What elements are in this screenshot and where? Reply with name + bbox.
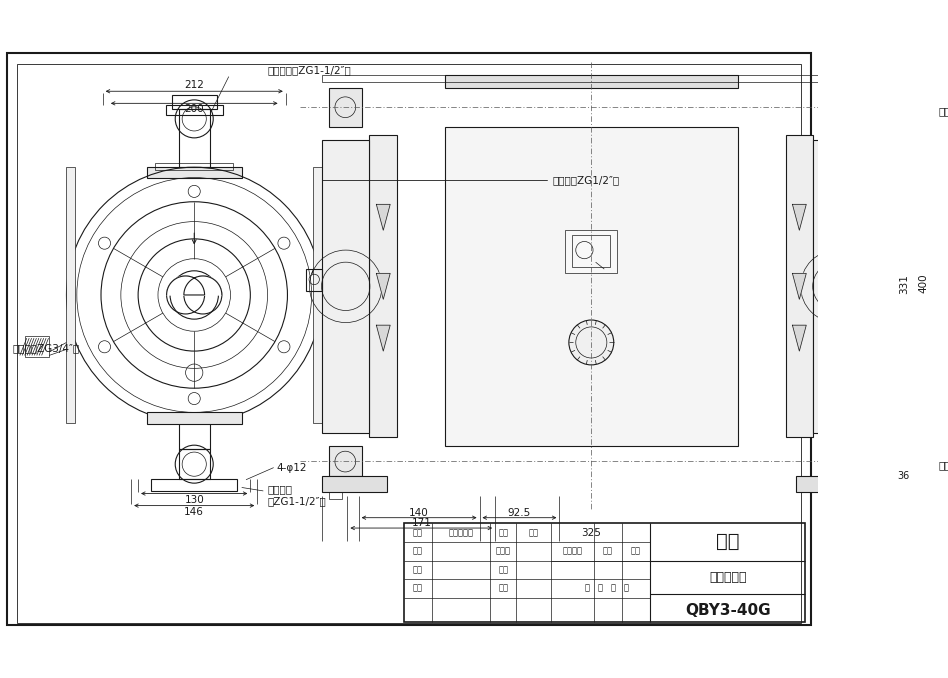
Polygon shape: [376, 273, 391, 299]
Text: 92.5: 92.5: [508, 508, 531, 517]
Text: 签字: 签字: [499, 528, 508, 537]
Bar: [172, 95, 217, 108]
Text: 130: 130: [184, 494, 204, 504]
Bar: [821, 446, 854, 476]
Text: 物料出口（ZG1-1/2″）: 物料出口（ZG1-1/2″）: [267, 66, 352, 75]
Polygon shape: [793, 273, 806, 299]
Text: 页: 页: [624, 583, 629, 592]
Bar: [178, 423, 210, 449]
Bar: [445, 127, 738, 446]
Text: 146: 146: [184, 506, 204, 517]
Text: 比例: 比例: [630, 547, 641, 556]
Bar: [796, 476, 861, 492]
Text: 安装尺寸图: 安装尺寸图: [709, 571, 746, 584]
Bar: [786, 136, 813, 437]
Text: 325: 325: [581, 528, 601, 538]
Text: 标记: 标记: [412, 528, 423, 537]
Bar: [322, 75, 861, 82]
Bar: [322, 476, 387, 492]
Text: 日期: 日期: [499, 583, 508, 592]
Text: 工艺: 工艺: [412, 583, 423, 592]
Bar: [155, 163, 233, 170]
Bar: [147, 412, 242, 424]
Bar: [306, 269, 322, 291]
Text: 36: 36: [897, 471, 909, 481]
Text: 铸铁: 铸铁: [716, 532, 739, 551]
Bar: [25, 336, 49, 357]
Polygon shape: [376, 325, 391, 351]
Text: 审核: 审核: [412, 565, 423, 574]
Bar: [166, 105, 223, 115]
Text: 200: 200: [185, 104, 204, 115]
Bar: [151, 479, 237, 491]
Bar: [404, 523, 806, 622]
Text: 4-φ12: 4-φ12: [276, 462, 307, 473]
Text: 进气口（ZG1/2″）: 进气口（ZG1/2″）: [322, 175, 620, 277]
Text: QBY3-40G: QBY3-40G: [684, 603, 771, 618]
Text: （出口）: （出口）: [939, 106, 948, 117]
Bar: [322, 140, 370, 433]
Bar: [147, 167, 242, 178]
Text: 331: 331: [900, 274, 909, 294]
Text: 400: 400: [919, 273, 928, 293]
Bar: [178, 108, 210, 167]
Text: 第: 第: [611, 583, 616, 592]
Text: 共: 共: [585, 583, 590, 592]
Text: 批准: 批准: [499, 565, 508, 574]
Text: 更改文件号: 更改文件号: [448, 528, 473, 537]
Text: 171: 171: [411, 518, 431, 528]
Polygon shape: [376, 204, 391, 231]
Bar: [813, 140, 861, 433]
Text: 140: 140: [410, 508, 429, 517]
Circle shape: [569, 320, 613, 365]
Bar: [573, 235, 611, 267]
Bar: [329, 492, 342, 499]
Polygon shape: [793, 325, 806, 351]
Text: （进口）: （进口）: [939, 460, 948, 470]
Text: 页: 页: [598, 583, 603, 592]
Bar: [841, 492, 854, 499]
Text: 图样标记: 图样标记: [562, 547, 582, 556]
Polygon shape: [167, 276, 222, 295]
Bar: [370, 136, 397, 437]
Text: 物料进口
（ZG1-1/2″）: 物料进口 （ZG1-1/2″）: [267, 485, 326, 506]
Text: 标准化: 标准化: [496, 547, 511, 556]
Text: 重量: 重量: [603, 547, 612, 556]
Text: 消声器（ZG3/4″）: 消声器（ZG3/4″）: [13, 344, 80, 353]
Text: 日期: 日期: [528, 528, 538, 537]
Bar: [445, 75, 738, 87]
Bar: [329, 87, 362, 127]
Bar: [66, 167, 75, 423]
Bar: [565, 231, 617, 273]
Polygon shape: [793, 204, 806, 231]
Text: 212: 212: [184, 80, 204, 90]
Text: 设计: 设计: [412, 547, 423, 556]
Bar: [821, 87, 854, 127]
Bar: [178, 449, 210, 479]
Bar: [314, 167, 322, 423]
Bar: [329, 446, 362, 476]
